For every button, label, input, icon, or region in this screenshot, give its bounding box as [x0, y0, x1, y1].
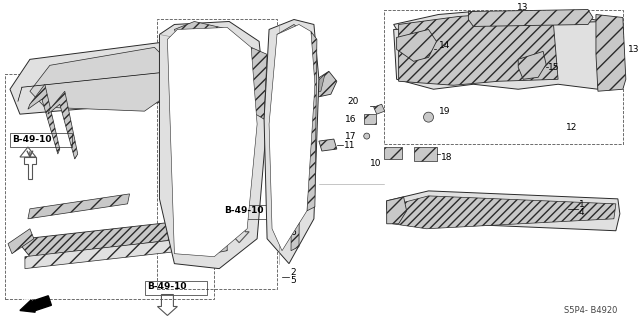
- Polygon shape: [394, 21, 603, 89]
- Polygon shape: [30, 48, 174, 111]
- Polygon shape: [269, 25, 315, 251]
- Polygon shape: [264, 19, 319, 263]
- Polygon shape: [22, 221, 189, 257]
- Polygon shape: [48, 91, 77, 159]
- Circle shape: [364, 133, 370, 139]
- Polygon shape: [596, 14, 626, 91]
- Text: 20: 20: [348, 97, 359, 106]
- Bar: [383, 10, 623, 144]
- Bar: [383, 147, 402, 159]
- Text: 14: 14: [438, 41, 450, 50]
- Text: 2: 2: [290, 268, 296, 277]
- Circle shape: [424, 112, 433, 122]
- Polygon shape: [159, 21, 267, 269]
- Polygon shape: [518, 51, 546, 79]
- Polygon shape: [309, 71, 337, 97]
- Bar: [145, 281, 207, 294]
- FancyArrow shape: [20, 296, 51, 312]
- Text: 16: 16: [345, 115, 356, 124]
- Text: 13: 13: [518, 3, 529, 12]
- Polygon shape: [387, 197, 406, 224]
- Polygon shape: [247, 48, 267, 119]
- Text: 7: 7: [205, 37, 211, 46]
- Text: 11: 11: [344, 141, 355, 150]
- Text: 18: 18: [440, 152, 452, 161]
- Bar: [222, 205, 284, 219]
- Text: S5P4- B4920: S5P4- B4920: [564, 306, 618, 315]
- Polygon shape: [10, 40, 214, 114]
- Text: 9: 9: [295, 80, 301, 89]
- Polygon shape: [277, 25, 311, 54]
- Text: 13: 13: [628, 45, 639, 54]
- Text: FR.: FR.: [22, 296, 34, 305]
- Polygon shape: [319, 139, 337, 151]
- Text: 19: 19: [438, 107, 450, 116]
- Text: 4: 4: [579, 208, 584, 217]
- Polygon shape: [209, 29, 227, 254]
- Polygon shape: [174, 21, 229, 41]
- Text: B-49-10: B-49-10: [147, 282, 187, 291]
- Polygon shape: [28, 194, 129, 219]
- Text: 6: 6: [290, 228, 296, 237]
- Bar: [10, 133, 72, 147]
- Polygon shape: [468, 10, 593, 26]
- Bar: [157, 19, 277, 289]
- Bar: [413, 147, 438, 161]
- Polygon shape: [374, 104, 385, 114]
- Text: B-49-10: B-49-10: [12, 135, 51, 144]
- Text: 5: 5: [290, 276, 296, 285]
- Polygon shape: [397, 29, 436, 61]
- Bar: [5, 74, 214, 299]
- Polygon shape: [8, 229, 34, 254]
- Polygon shape: [311, 74, 325, 94]
- Text: 17: 17: [345, 131, 356, 141]
- Text: 3: 3: [290, 220, 296, 229]
- Polygon shape: [399, 13, 558, 85]
- Polygon shape: [25, 239, 184, 269]
- Polygon shape: [390, 196, 616, 229]
- Polygon shape: [307, 32, 317, 211]
- Text: 12: 12: [566, 122, 577, 132]
- Polygon shape: [168, 27, 257, 257]
- Text: 1: 1: [579, 200, 585, 209]
- Bar: [364, 114, 376, 124]
- Text: B-49-10: B-49-10: [224, 206, 264, 215]
- Polygon shape: [394, 11, 603, 40]
- Text: 15: 15: [548, 63, 559, 72]
- Text: 10: 10: [370, 160, 381, 168]
- Polygon shape: [291, 27, 301, 251]
- Polygon shape: [387, 191, 620, 231]
- Polygon shape: [28, 84, 60, 154]
- Text: 8: 8: [295, 71, 301, 80]
